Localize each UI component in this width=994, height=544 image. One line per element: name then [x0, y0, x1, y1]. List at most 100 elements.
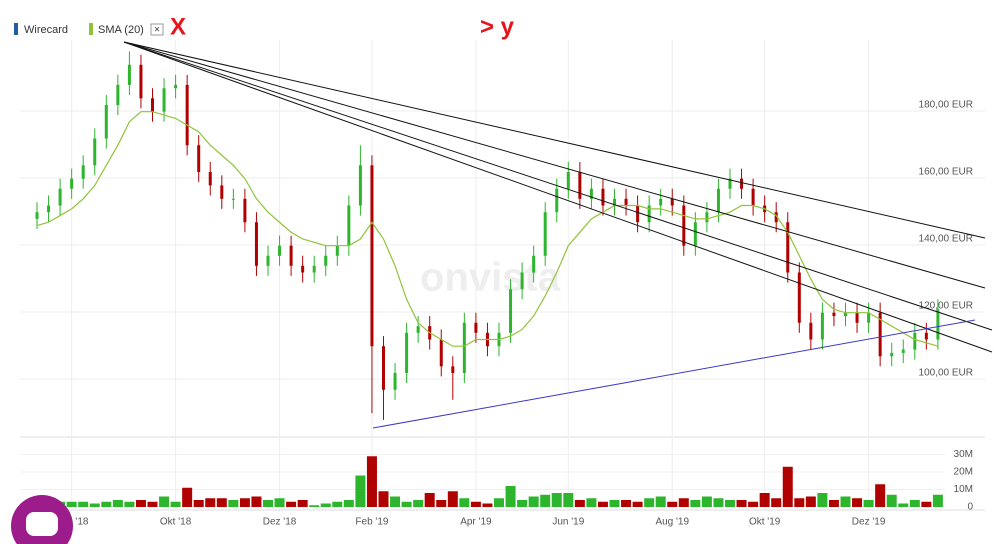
x-tick-label: Apr '19	[460, 517, 492, 528]
candle-body	[347, 205, 351, 246]
volume-bar	[759, 493, 770, 507]
volume-bar	[401, 501, 412, 507]
candle-body	[924, 332, 928, 340]
volume-bar	[586, 498, 597, 507]
volume-bar	[655, 496, 666, 507]
volume-bar	[782, 466, 793, 507]
candle-body	[509, 289, 513, 333]
volume-bar	[390, 496, 401, 507]
volume-bar	[135, 500, 146, 507]
volume-bar	[690, 500, 701, 507]
volume-bar	[771, 498, 782, 507]
candle-body	[405, 332, 409, 374]
candle-body	[289, 245, 293, 266]
y-tick-label: 160,00 EUR	[919, 167, 973, 178]
candle-body	[809, 322, 813, 340]
annotation: X	[170, 13, 186, 40]
candle-body	[705, 212, 709, 223]
candle-body	[47, 205, 51, 213]
candle-body	[832, 312, 836, 317]
y-tick-label: 120,00 EUR	[919, 301, 973, 312]
volume-bar	[725, 500, 735, 507]
y-tick-label: 20M	[954, 467, 973, 478]
volume-bar	[66, 501, 77, 507]
candle-body	[693, 222, 697, 246]
candle-body	[416, 326, 420, 333]
x-tick-label: Okt '19	[749, 517, 781, 528]
volume-bar	[470, 501, 481, 507]
x-tick-label: Dez '18	[263, 517, 297, 528]
volume-bar	[644, 498, 655, 507]
candle-body	[393, 373, 397, 390]
candle-body	[855, 312, 859, 323]
volume-bar	[517, 500, 528, 507]
candle-body	[555, 188, 559, 213]
candle-body	[439, 339, 443, 367]
candle-body	[613, 198, 616, 206]
candle-body	[451, 366, 455, 374]
candle-body	[566, 171, 570, 189]
volume-bar	[170, 501, 181, 507]
candle-body	[716, 188, 720, 213]
candle-body	[254, 222, 258, 266]
y-tick-label: 10M	[954, 484, 973, 495]
volume-bar	[597, 501, 608, 507]
y-tick-label: 0	[967, 502, 973, 513]
volume-bar	[124, 501, 135, 507]
volume-bar	[205, 498, 216, 507]
candle-body	[35, 212, 39, 219]
x-tick-label: Aug '19	[655, 517, 689, 528]
chat-button[interactable]	[11, 495, 73, 544]
annotation: > y	[480, 13, 515, 40]
volume-bar	[182, 487, 193, 507]
volume-bar	[216, 498, 227, 507]
candle-body	[174, 84, 178, 89]
candle-body	[81, 165, 85, 179]
candle-body	[867, 312, 871, 323]
candle-body	[70, 178, 74, 189]
candle-body	[774, 212, 778, 223]
y-tick-label: 100,00 EUR	[919, 368, 973, 379]
volume-bar	[898, 503, 909, 507]
volume-bar	[875, 484, 886, 507]
close-button[interactable]	[150, 23, 164, 36]
volume-bar	[701, 496, 712, 507]
candle-body	[659, 198, 663, 206]
volume-bar	[447, 491, 458, 507]
volume-bar	[355, 475, 366, 507]
volume-bar	[863, 500, 874, 507]
x-tick-label: Okt '18	[160, 517, 192, 528]
candle-body	[462, 322, 466, 374]
legend-swatch	[14, 23, 18, 35]
candle-body	[751, 188, 755, 206]
volume-bar	[147, 501, 158, 507]
candle-body	[797, 272, 801, 323]
volume-bar	[378, 491, 389, 507]
candle-body	[820, 312, 824, 340]
candle-body	[358, 165, 362, 206]
volume-bar	[886, 494, 897, 507]
candle-body	[104, 104, 108, 139]
candle-body	[786, 222, 790, 273]
volume-bar	[621, 500, 632, 507]
y-tick-label: 180,00 EUR	[919, 100, 973, 111]
volume-bar	[320, 503, 331, 507]
candle-body	[844, 312, 847, 317]
volume-bar	[286, 501, 297, 507]
volume-bar	[263, 500, 273, 507]
close-button-label[interactable]: ×	[154, 25, 160, 36]
candle-body	[197, 145, 201, 172]
candle-body	[624, 198, 628, 206]
candle-body	[382, 346, 385, 390]
legend-label: Wirecard	[24, 24, 68, 36]
trend-lines	[123, 41, 993, 429]
volume-bar	[667, 501, 678, 507]
volume-bar	[713, 498, 724, 507]
candle-body	[266, 255, 270, 266]
volume-bar	[309, 505, 320, 507]
volume-bar	[78, 501, 89, 507]
volume-bar	[540, 494, 551, 507]
y-tick-label: 140,00 EUR	[919, 234, 973, 245]
candle-body	[243, 198, 247, 223]
